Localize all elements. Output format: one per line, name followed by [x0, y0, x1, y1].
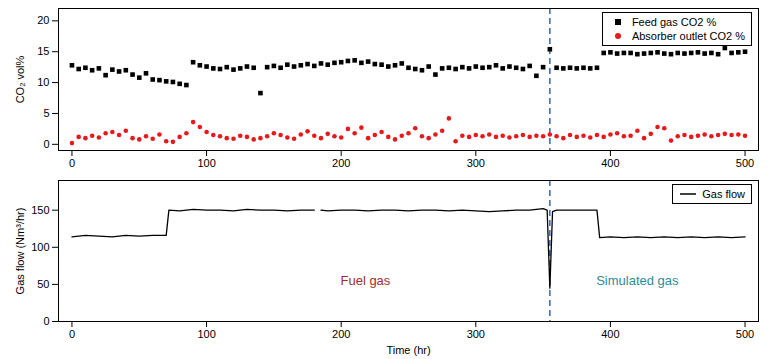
- svg-text:0: 0: [43, 315, 49, 327]
- svg-text:CO₂ vol%: CO₂ vol%: [14, 55, 26, 103]
- svg-text:400: 400: [601, 328, 619, 340]
- svg-text:100: 100: [197, 157, 215, 169]
- svg-text:150: 150: [31, 204, 49, 216]
- svg-text:15: 15: [37, 45, 49, 57]
- svg-text:300: 300: [467, 328, 485, 340]
- svg-text:Fuel gas: Fuel gas: [340, 273, 390, 288]
- svg-text:500: 500: [736, 157, 754, 169]
- svg-text:300: 300: [467, 157, 485, 169]
- svg-text:Simulated gas: Simulated gas: [596, 273, 679, 288]
- svg-text:500: 500: [736, 328, 754, 340]
- svg-text:400: 400: [601, 157, 619, 169]
- svg-text:0: 0: [43, 138, 49, 150]
- html-text:Gas flow: Gas flow: [702, 188, 745, 200]
- svg-text:0: 0: [69, 328, 75, 340]
- html-text:Feed gas CO2 %: Feed gas CO2 %: [631, 16, 717, 28]
- svg-text:50: 50: [37, 278, 49, 290]
- svg-text:Time (hr): Time (hr): [386, 344, 430, 356]
- svg-text:0: 0: [69, 157, 75, 169]
- svg-text:100: 100: [31, 241, 49, 253]
- svg-text:20: 20: [37, 14, 49, 26]
- html-text:Absorber outlet CO2 %: Absorber outlet CO2 %: [631, 30, 745, 42]
- svg-text:200: 200: [332, 157, 350, 169]
- svg-text:5: 5: [43, 107, 49, 119]
- svg-text:Gas flow (Nm³/hr): Gas flow (Nm³/hr): [14, 208, 26, 295]
- svg-text:100: 100: [197, 328, 215, 340]
- svg-text:10: 10: [37, 76, 49, 88]
- svg-text:200: 200: [332, 328, 350, 340]
